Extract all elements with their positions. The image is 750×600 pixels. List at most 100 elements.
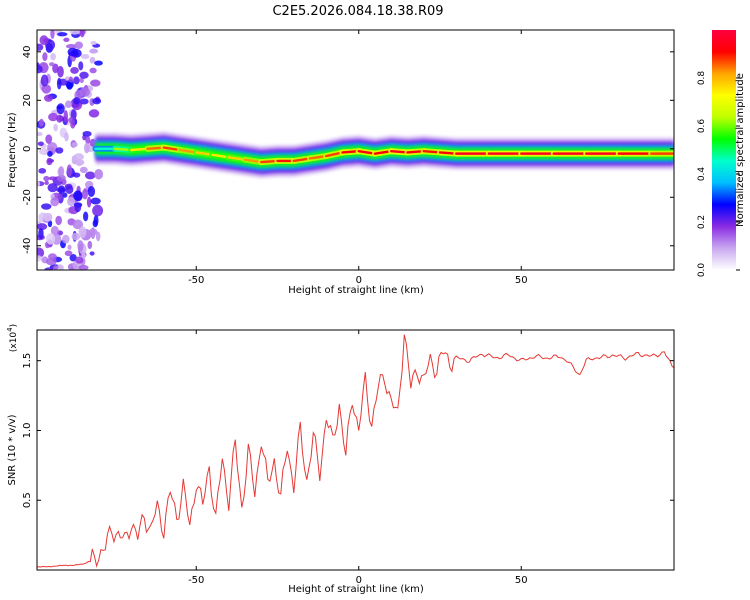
noise-speckle xyxy=(89,56,96,64)
noise-speckle xyxy=(53,123,58,132)
noise-speckle xyxy=(52,63,59,74)
noise-speckle xyxy=(45,233,56,245)
noise-speckle xyxy=(87,185,96,197)
noise-speckle xyxy=(64,250,73,257)
noise-speckle xyxy=(65,185,74,194)
noise-speckle xyxy=(48,176,58,181)
spectrogram-x-label: Height of straight line (km) xyxy=(288,285,424,296)
colorbar-tick-label: 0.0 xyxy=(697,263,707,278)
noise-speckle xyxy=(90,79,101,87)
noise-speckle xyxy=(78,61,84,71)
noise-speckle xyxy=(39,118,44,127)
noise-speckle xyxy=(94,60,103,66)
noise-speckle xyxy=(88,109,100,118)
noise-speckle xyxy=(50,52,56,61)
noise-speckle xyxy=(68,76,74,83)
noise-speckle xyxy=(65,44,77,49)
snr-y-label: SNR (10 * v/v) xyxy=(7,414,18,485)
spectrogram-x-tick-label: -50 xyxy=(188,275,204,286)
snr-x-tick-label: -50 xyxy=(188,575,204,586)
noise-speckle xyxy=(55,147,64,154)
spectrogram-x-tick-label: 0 xyxy=(356,275,362,286)
noise-speckle xyxy=(42,212,52,222)
noise-speckle xyxy=(89,67,97,74)
spectrogram-heatmap xyxy=(37,30,674,270)
noise-speckle xyxy=(95,231,101,242)
noise-speckle xyxy=(37,223,48,231)
noise-speckle xyxy=(94,168,104,180)
noise-speckle xyxy=(49,62,55,67)
noise-speckle xyxy=(89,251,95,256)
snr-y-tick-label: 1.5 xyxy=(22,353,33,369)
snr-panel: -50 0 50 0.5 1.0 1.5 Height of straight line… xyxy=(6,324,675,595)
noise-speckle xyxy=(92,97,102,105)
noise-speckle xyxy=(83,211,89,222)
noise-speckle xyxy=(71,48,82,58)
noise-speckle xyxy=(79,166,88,174)
noise-speckle xyxy=(39,35,49,46)
noise-speckle xyxy=(73,190,83,201)
noise-speckle xyxy=(43,175,50,182)
spectrogram-y-tick-label: 20 xyxy=(22,94,33,107)
snr-x-label: Height of straight line (km) xyxy=(288,584,424,595)
noise-speckle xyxy=(41,84,52,94)
colorbar-tick-label: 0.8 xyxy=(697,71,707,86)
noise-speckle xyxy=(37,180,41,187)
noise-speckle xyxy=(56,77,62,90)
noise-speckle xyxy=(77,240,84,252)
snr-plot-area xyxy=(37,330,674,570)
noise-speckle xyxy=(37,141,44,147)
spectrogram-y-tick-label: 0 xyxy=(22,146,33,152)
noise-speckle xyxy=(73,153,84,161)
noise-speckle xyxy=(75,256,84,264)
noise-speckle xyxy=(79,98,89,105)
noise-speckle xyxy=(37,255,42,262)
noise-speckle xyxy=(67,244,72,250)
spectrogram-y-label: Frequency (Hz) xyxy=(7,112,18,188)
noise-speckle xyxy=(72,172,81,178)
snr-y-multiplier-exp: 4 xyxy=(6,327,14,332)
noise-speckle xyxy=(56,263,64,270)
colorbar-label: Normalized spectral amplitude xyxy=(735,73,746,227)
snr-x-tick-label: 0 xyxy=(356,575,362,586)
noise-speckle xyxy=(38,148,50,155)
noise-speckle xyxy=(65,100,72,109)
noise-speckle xyxy=(47,142,58,153)
noise-speckle xyxy=(44,94,54,102)
noise-speckle xyxy=(85,135,91,145)
noise-speckle xyxy=(67,196,76,207)
noise-speckle xyxy=(46,157,53,166)
noise-speckle xyxy=(45,258,57,266)
noise-speckle xyxy=(65,76,70,81)
noise-speckle xyxy=(69,30,81,35)
noise-speckle xyxy=(38,228,44,240)
noise-speckle xyxy=(92,204,104,217)
spectrogram-y-tick-label: 40 xyxy=(22,45,33,58)
noise-speckle xyxy=(82,130,92,137)
noise-speckle xyxy=(90,40,97,45)
colorbar-tick-label: 0.6 xyxy=(697,119,707,134)
noise-speckle xyxy=(79,77,84,84)
noise-speckle xyxy=(89,48,99,54)
noise-speckle xyxy=(79,87,90,98)
noise-speckle xyxy=(70,66,79,74)
noise-speckle xyxy=(50,225,59,236)
noise-speckle xyxy=(76,160,82,167)
noise-speckle xyxy=(47,150,53,157)
colorbar-ticks: 0.0 0.2 0.4 0.6 0.8 xyxy=(697,71,740,278)
noise-speckle xyxy=(57,65,64,78)
noise-speckle xyxy=(41,203,52,210)
spectrogram-y-tick-label: -20 xyxy=(22,189,33,205)
noise-speckle xyxy=(86,196,92,208)
noise-speckle xyxy=(78,226,87,239)
noise-speckle xyxy=(66,81,73,90)
noise-speckle xyxy=(63,37,70,42)
spectrogram-x-tick-label: 50 xyxy=(515,275,528,286)
noise-speckle xyxy=(61,234,70,244)
noise-speckle xyxy=(58,166,65,178)
spectrogram-y-tick-label: -40 xyxy=(22,238,33,254)
noise-speckle xyxy=(53,265,59,270)
noise-speckle xyxy=(37,131,43,137)
noise-speckle xyxy=(56,114,64,123)
noise-speckle xyxy=(37,65,43,74)
